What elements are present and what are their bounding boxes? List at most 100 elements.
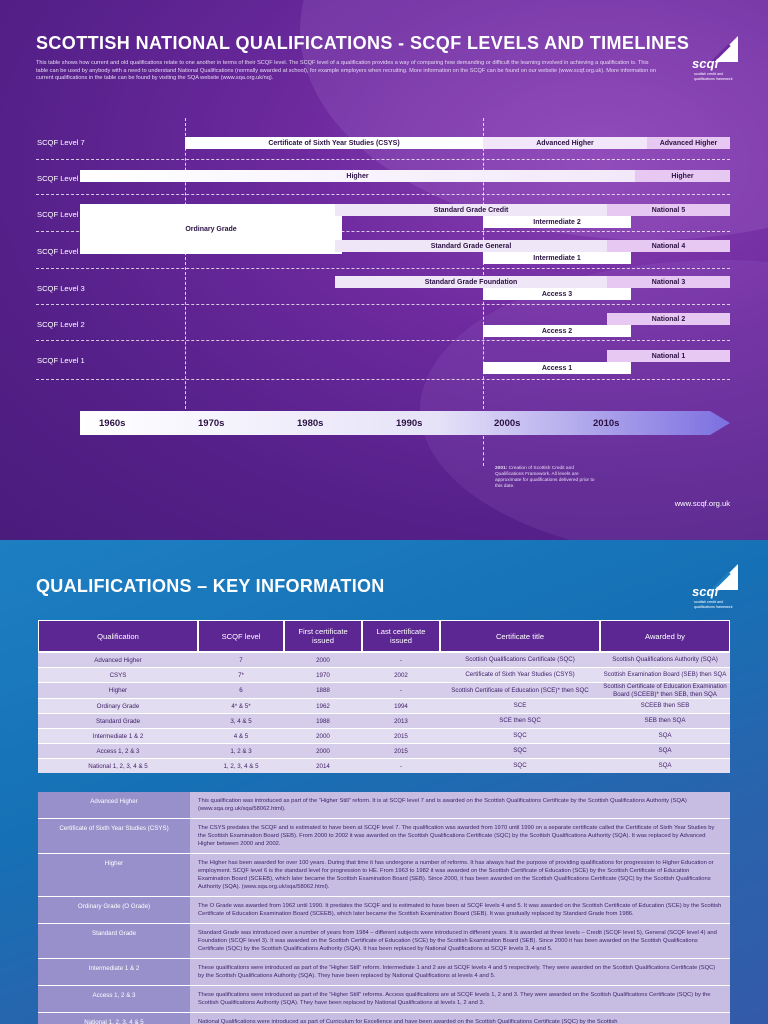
- bar-access-3: Access 3: [483, 288, 631, 300]
- table-header-row: Qualification SCQF level First certifica…: [38, 620, 730, 652]
- qualification-cell: Ordinary Grade: [38, 698, 198, 714]
- row-divider: [36, 304, 730, 305]
- table-row: Advanced Higher 7 2000- Scottish Qualificat…: [38, 652, 730, 667]
- bar-national-2: National 2: [607, 313, 730, 325]
- awarded-by-cell: SQA: [600, 743, 730, 759]
- scqf-logo: scqf scottish credit and qualifications …: [688, 564, 740, 614]
- decade-label: 1990s: [396, 417, 423, 429]
- description-text: The O Grade was awarded from 1962 until …: [190, 897, 730, 923]
- certificate-title-cell: SCE then SQC: [440, 713, 600, 729]
- bar-csys: Certificate of Sixth Year Studies (CSYS): [185, 137, 483, 149]
- description-row: Higher The Higher has been awarded for ov…: [38, 854, 730, 897]
- bar-standard-grade-foundation: Standard Grade Foundation: [335, 276, 607, 288]
- background-swoosh: [420, 260, 768, 540]
- column-header: Certificate title: [440, 620, 600, 652]
- description-qualification-name: Higher: [38, 854, 190, 896]
- description-row: Certificate of Sixth Year Studies (CSYS)…: [38, 819, 730, 854]
- description-qualification-name: Advanced Higher: [38, 792, 190, 818]
- first-issued-cell: 1988: [284, 713, 362, 729]
- qualification-cell: Access 1, 2 & 3: [38, 743, 198, 759]
- level-label: SCQF Level 5: [37, 210, 85, 219]
- timeline-panel: SCOTTISH NATIONAL QUALIFICATIONS - SCQF …: [0, 0, 768, 540]
- description-qualification-name: Ordinary Grade (O Grade): [38, 897, 190, 923]
- last-issued-cell: 2002: [362, 667, 440, 682]
- table-row: Ordinary Grade 4* & 5* 1962 1994 SCE SCEEB th…: [38, 698, 730, 714]
- certificate-title-cell: Scottish Certificate of Education (SCE)*…: [440, 682, 600, 699]
- level-label: SCQF Level 3: [37, 284, 85, 293]
- table-row: Access 1, 2 & 3 1, 2 & 3 2000 2015 SQC SQA: [38, 743, 730, 759]
- certificate-title-cell: SQC: [440, 758, 600, 774]
- bar-advanced-higher: Advanced Higher: [483, 137, 647, 149]
- bar-intermediate-1: Intermediate 1: [483, 252, 631, 264]
- section-title: QUALIFICATIONS – KEY INFORMATION: [36, 576, 385, 596]
- qualification-descriptions: Advanced Higher This qualification was in…: [38, 792, 730, 1024]
- timeline-arrow: [80, 411, 730, 435]
- bar-access-1: Access 1: [483, 362, 631, 374]
- bar-intermediate-2: Intermediate 2: [483, 216, 631, 228]
- decade-line: [483, 118, 484, 414]
- last-issued-cell: 2013: [362, 713, 440, 729]
- first-issued-cell: 1970: [284, 667, 362, 682]
- first-issued-cell: 2000: [284, 728, 362, 744]
- description-row: National 1, 2, 3, 4 & 5 National Qualific…: [38, 1013, 730, 1024]
- awarded-by-cell: SCEEB then SEB: [600, 698, 730, 714]
- column-header: Last certificate issued: [362, 620, 440, 652]
- bar-national-1: National 1: [607, 350, 730, 362]
- last-issued-cell: 1994: [362, 698, 440, 714]
- awarded-by-cell: SEB then SQA: [600, 713, 730, 729]
- qualification-cell: Advanced Higher: [38, 652, 198, 667]
- row-divider: [36, 379, 730, 380]
- column-header: Qualification: [38, 620, 198, 652]
- intro-text: This table shows how current and old qua…: [36, 60, 656, 82]
- table-row: Higher 6 1888- Scottish Certificate of Educ…: [38, 682, 730, 699]
- decade-label: 1970s: [198, 417, 225, 429]
- level-label: SCQF Level 2: [37, 320, 85, 329]
- scqf-level-cell: 1, 2, 3, 4 & 5: [198, 758, 284, 774]
- description-row: Intermediate 1 & 2 These qualifications w…: [38, 959, 730, 986]
- scqf-level-cell: 4 & 5: [198, 728, 284, 744]
- bar-national-4: National 4: [607, 240, 730, 252]
- row-divider: [36, 194, 730, 195]
- awarded-by-cell: Scottish Qualifications Authority (SQA): [600, 652, 730, 667]
- certificate-title-cell: SQC: [440, 743, 600, 759]
- qualification-cell: Intermediate 1 & 2: [38, 728, 198, 744]
- first-issued-cell: 2000: [284, 743, 362, 759]
- qualification-cell: CSYS: [38, 667, 198, 682]
- first-issued-cell: 2014: [284, 758, 362, 774]
- level-label: SCQF Level 7: [37, 138, 85, 147]
- awarded-by-cell: Scottish Certificate of Education Examin…: [600, 682, 730, 699]
- row-divider: [36, 340, 730, 341]
- decade-axis: 1960s 1970s 1980s 1990s 2000s 2010s: [80, 412, 730, 434]
- description-text: This qualification was introduced as par…: [190, 792, 730, 818]
- table-row: National 1, 2, 3, 4 & 5 1, 2, 3, 4 & 5 201…: [38, 758, 730, 774]
- scqf-level-cell: 3, 4 & 5: [198, 713, 284, 729]
- qualification-cell: Higher: [38, 682, 198, 699]
- description-qualification-name: Standard Grade: [38, 924, 190, 958]
- qualification-cell: Standard Grade: [38, 713, 198, 729]
- scqf-level-cell: 7: [198, 652, 284, 667]
- column-header: SCQF level: [198, 620, 284, 652]
- last-issued-cell: 2015: [362, 728, 440, 744]
- first-issued-cell: 1962: [284, 698, 362, 714]
- page-title: SCOTTISH NATIONAL QUALIFICATIONS - SCQF …: [36, 33, 690, 53]
- row-divider: [36, 268, 730, 269]
- certificate-title-cell: Scottish Qualifications Certificate (SQC…: [440, 652, 600, 667]
- description-row: Access 1, 2 & 3 These qualifications were…: [38, 986, 730, 1013]
- bar-national-5: National 5: [607, 204, 730, 216]
- decade-line: [185, 118, 186, 414]
- last-issued-cell: -: [362, 758, 440, 774]
- scqf-level-cell: 1, 2 & 3: [198, 743, 284, 759]
- last-issued-cell: 2015: [362, 743, 440, 759]
- description-qualification-name: Certificate of Sixth Year Studies (CSYS): [38, 819, 190, 853]
- framework-note: 2001: Creation of Scottish Credit and Qu…: [495, 466, 595, 489]
- scqf-level-cell: 7*: [198, 667, 284, 682]
- column-header: First certificate issued: [284, 620, 362, 652]
- bar-ordinary-grade: Ordinary Grade: [80, 204, 342, 254]
- last-issued-cell: -: [362, 652, 440, 667]
- website-link[interactable]: www.scqf.org.uk: [674, 499, 730, 508]
- bar-access-2: Access 2: [483, 325, 631, 337]
- description-row: Advanced Higher This qualification was in…: [38, 792, 730, 819]
- description-text: These qualifications were introduced as …: [190, 959, 730, 985]
- bar-standard-grade-credit: Standard Grade Credit: [335, 204, 607, 216]
- awarded-by-cell: SQA: [600, 728, 730, 744]
